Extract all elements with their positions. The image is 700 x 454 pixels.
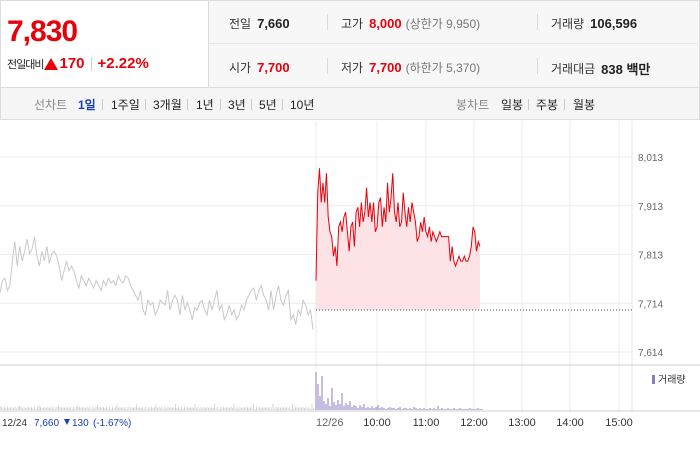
- quote-info-panel: 전일 7,660 고가 8,000 (상한가 9,950) 거래량 106,59…: [208, 0, 700, 88]
- change-percent: +2.22%: [97, 55, 149, 72]
- change-label: 전일대비: [7, 57, 44, 71]
- change-row: 전일대비 170 +2.22%: [7, 55, 149, 72]
- upper-limit: (상한가 9,950): [405, 17, 481, 31]
- tab-monthly-candle[interactable]: 월봉: [573, 98, 596, 112]
- change-divider: [90, 56, 92, 71]
- price-area: [316, 168, 480, 310]
- tab-1day[interactable]: 1일: [78, 98, 96, 112]
- y-tick-label: 8,013: [638, 153, 663, 164]
- volume-label: 거래량: [551, 17, 585, 31]
- volume-bars: [0, 372, 483, 410]
- x-axis-labels: 12/26 10:00 11:00 12:00 13:00 14:00 15:00: [316, 417, 633, 429]
- volume-legend-label: 거래량: [658, 374, 686, 386]
- current-price: 7,830: [7, 15, 78, 48]
- tab-divider: [187, 99, 188, 110]
- x-tick-label: 15:00: [605, 417, 633, 429]
- today-area-fill: [316, 168, 480, 310]
- prev-close-label: 전일: [229, 17, 252, 31]
- tab-weekly-candle[interactable]: 주봉: [536, 98, 559, 112]
- x-tick-label: 12:00: [460, 417, 488, 429]
- y-tick-label: 7,614: [638, 348, 663, 359]
- up-triangle-icon: [44, 57, 59, 70]
- tab-divider: [145, 99, 146, 110]
- x-tick-label: 13:00: [508, 417, 536, 429]
- open-label: 시가: [229, 61, 252, 75]
- y-tick-label: 7,714: [638, 299, 663, 310]
- tab-10year[interactable]: 10년: [290, 98, 315, 112]
- today-price-line: [315, 168, 481, 281]
- divider: [537, 58, 538, 74]
- change-value: 170: [59, 55, 85, 72]
- high-cell: 고가 8,000 (상한가 9,950): [341, 15, 480, 32]
- tab-divider: [282, 99, 283, 110]
- open-value: 7,700: [257, 60, 290, 75]
- x-tick-label: 14:00: [556, 417, 584, 429]
- prev-close-cell: 전일 7,660: [229, 15, 290, 32]
- quote-row-2: 시가 7,700 저가 7,700 (하한가 5,370) 거래대금 838 백…: [209, 45, 700, 88]
- x-tick-label: 11:00: [413, 417, 440, 429]
- down-triangle-icon: [64, 419, 70, 425]
- prev-day-line: [0, 236, 314, 330]
- tab-1year[interactable]: 1년: [196, 98, 214, 112]
- price-lines: [0, 168, 632, 330]
- tab-divider: [220, 99, 221, 110]
- tab-divider: [564, 99, 565, 110]
- open-cell: 시가 7,700: [229, 59, 290, 76]
- line-chart-label: 선차트: [34, 98, 68, 112]
- prev-day-footer: 12/24 7,660 130 (-1.67%): [2, 418, 131, 429]
- prev-close-value: 7,660: [257, 16, 290, 31]
- tab-divider: [528, 99, 529, 110]
- x-tick-label: 12/26: [316, 417, 344, 429]
- volume-value: 106,596: [590, 16, 638, 31]
- tab-divider: [251, 99, 252, 110]
- tab-5year[interactable]: 5년: [259, 98, 277, 112]
- chart-grid: [0, 121, 700, 412]
- tab-daily-candle[interactable]: 일봉: [501, 98, 524, 112]
- y-axis-labels: 8,013 7,913 7,813 7,714 7,614: [638, 153, 663, 359]
- chart-svg: 8,013 7,913 7,813 7,714 7,614 12/26 10:00 11:0…: [0, 121, 700, 429]
- low-cell: 저가 7,700 (하한가 5,370): [341, 59, 480, 76]
- footer-change-percent: (-1.67%): [93, 418, 131, 429]
- divider: [537, 14, 538, 30]
- footer-close: 7,660: [34, 418, 59, 429]
- trade-value-label: 거래대금: [551, 62, 596, 76]
- candle-chart-label: 봉차트: [456, 98, 490, 112]
- trade-value: 838 백만: [601, 62, 651, 77]
- high-value: 8,000: [369, 16, 402, 31]
- volume-legend-swatch: [652, 375, 655, 384]
- x-tick-label: 10:00: [363, 417, 391, 429]
- low-value: 7,700: [369, 60, 402, 75]
- volume-cell: 거래량 106,596: [551, 15, 637, 32]
- intraday-chart[interactable]: 8,013 7,913 7,813 7,714 7,614 12/26 10:00 11:0…: [0, 121, 700, 450]
- y-tick-label: 7,813: [638, 251, 663, 262]
- low-label: 저가: [341, 61, 364, 75]
- chart-tab-bar: 선차트 1일 1주일 3개월 1년 3년 5년 10년 봉차트 일봉 주봉 월봉: [0, 88, 700, 120]
- quote-row-1: 전일 7,660 고가 8,000 (상한가 9,950) 거래량 106,59…: [209, 1, 700, 44]
- tab-divider: [102, 99, 103, 110]
- footer-date: 12/24: [2, 418, 27, 429]
- footer-change: 130: [72, 418, 89, 429]
- trade-value-cell: 거래대금 838 백만: [551, 59, 650, 78]
- volume-legend: 거래량: [652, 374, 686, 386]
- tab-3month[interactable]: 3개월: [153, 98, 182, 112]
- y-tick-label: 7,913: [638, 202, 663, 213]
- price-panel: 7,830 전일대비 170 +2.22%: [0, 0, 208, 88]
- tab-3year[interactable]: 3년: [228, 98, 246, 112]
- lower-limit: (하한가 5,370): [405, 61, 481, 75]
- high-label: 고가: [341, 17, 364, 31]
- tab-1week[interactable]: 1주일: [111, 98, 140, 112]
- divider: [327, 14, 328, 30]
- divider: [327, 58, 328, 74]
